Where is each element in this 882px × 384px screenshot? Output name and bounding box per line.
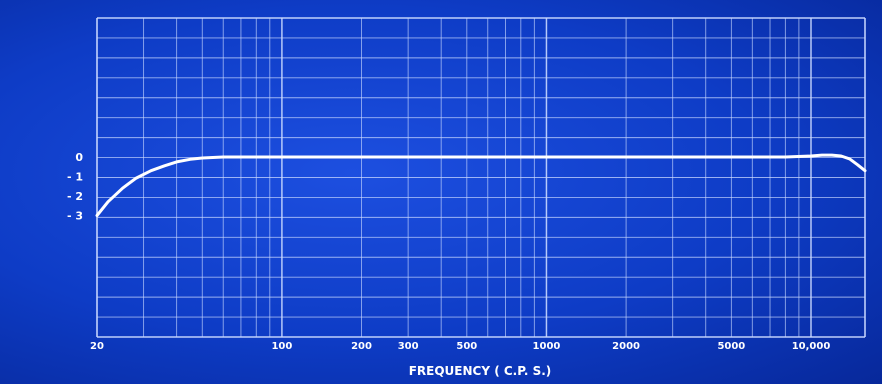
x-tick-label: 1000 [533, 341, 561, 352]
y-tick-label: - 2 [67, 190, 83, 203]
y-tick-labels: 0 - 1 - 2 - 3 [67, 151, 83, 223]
x-tick-label: 10,000 [792, 341, 831, 352]
x-tick-label: 200 [351, 341, 372, 352]
x-tick-label: 5000 [717, 341, 745, 352]
y-tick-label: - 1 [67, 171, 83, 184]
y-tick-label: 0 [75, 151, 83, 164]
x-axis-label: FREQUENCY ( C.P. S.) [409, 364, 552, 378]
grid [97, 18, 865, 337]
x-tick-label: 300 [398, 341, 419, 352]
x-tick-label: 20 [90, 341, 104, 352]
x-tick-label: 2000 [612, 341, 640, 352]
x-tick-label: 100 [271, 341, 292, 352]
y-tick-label: - 3 [67, 210, 83, 223]
response-curve [97, 155, 865, 215]
x-tick-label: 500 [456, 341, 477, 352]
x-tick-labels: 20 100 200 300 500 1000 2000 5000 10,000 [90, 341, 830, 352]
